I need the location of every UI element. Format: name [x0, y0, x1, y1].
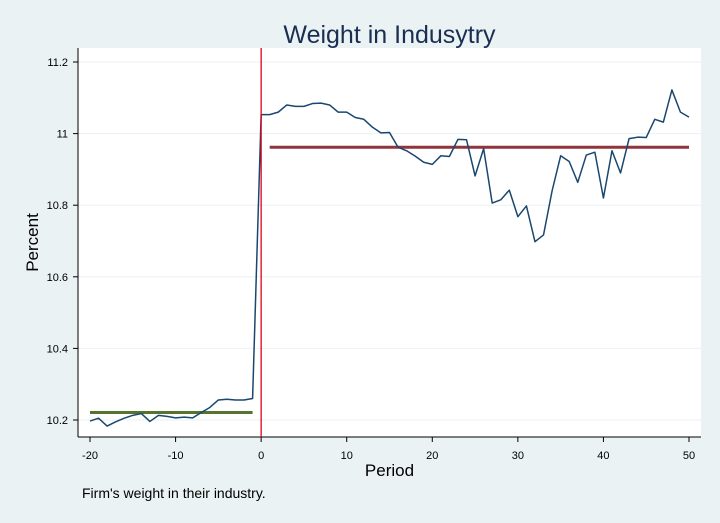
series [89, 89, 690, 427]
y-tick-label: 10.4 [47, 343, 68, 355]
reference-lines [90, 145, 689, 414]
y-tick-label: 11.2 [47, 57, 68, 69]
x-tick-label: -10 [168, 450, 184, 462]
y-tick-label: 10.6 [47, 272, 68, 284]
y-ticks: 10.2 10.4 10.6 10.8 11 11.2 [47, 57, 78, 427]
chart-title: Weight in Indusytry [283, 21, 496, 49]
x-tick-label: 50 [683, 450, 695, 462]
axes [77, 48, 701, 438]
grid-lines [78, 61, 701, 421]
x-axis-label: Period [365, 461, 414, 480]
y-tick-label: 10.8 [47, 200, 68, 212]
x-tick-label: 10 [341, 450, 353, 462]
x-tick-label: 0 [258, 450, 264, 462]
series-line [89, 89, 690, 427]
y-tick-label: 10.2 [47, 415, 68, 427]
y-axis-label: Percent [23, 213, 42, 272]
x-tick-label: 40 [597, 450, 609, 462]
plot-area [78, 48, 701, 437]
y-tick-label: 11 [57, 129, 68, 141]
x-ticks: -20 -10 0 10 20 30 40 50 [82, 437, 695, 462]
x-tick-label: -20 [82, 450, 98, 462]
x-tick-label: 20 [426, 450, 438, 462]
chart-note: Firm's weight in their industry. [82, 485, 266, 501]
x-tick-label: 30 [512, 450, 524, 462]
